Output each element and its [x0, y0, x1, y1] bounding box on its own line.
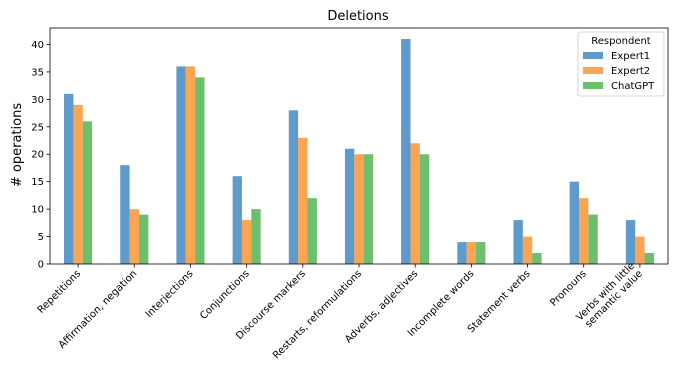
bar-chatgpt-9 [588, 214, 598, 264]
bar-expert1-0 [64, 93, 74, 264]
y-tick-label: 15 [31, 177, 44, 188]
x-tick-label-line: Pronouns [548, 268, 588, 308]
bar-chatgpt-1 [138, 214, 149, 264]
bar-expert1-7 [457, 242, 467, 264]
legend: Respondent Expert1 Expert2 ChatGPT [577, 31, 665, 97]
bar-expert1-4 [288, 110, 299, 264]
x-tick-label-group: Conjunctions [198, 268, 252, 322]
bar-expert2-5 [354, 154, 364, 264]
legend-label-expert2: Expert2 [611, 66, 650, 77]
bar-chatgpt-6 [419, 154, 430, 264]
x-tick-label-group: Interjections [144, 268, 196, 320]
bar-chatgpt-4 [307, 198, 317, 264]
bar-expert1-9 [569, 181, 580, 264]
x-tick-label: Interjections [144, 268, 196, 320]
legend-swatch-chatgpt [583, 82, 603, 89]
bar-chatgpt-0 [82, 121, 93, 264]
x-tick-label-line: Statement verbs [466, 268, 533, 335]
y-axis-title: # operations [10, 103, 25, 187]
bar-expert2-6 [410, 143, 420, 264]
bar-expert2-3 [241, 220, 252, 264]
bar-chatgpt-3 [251, 209, 261, 264]
bar-chatgpt-7 [476, 242, 486, 264]
bar-expert1-5 [344, 148, 355, 264]
bar-expert2-0 [73, 104, 83, 264]
x-tick-label-group: Repetitions [36, 268, 84, 316]
x-tick-label-group: Verbs with littlesemantic value [574, 261, 645, 332]
y-tick-label: 25 [31, 122, 44, 133]
x-tick-label: Pronouns [548, 268, 588, 308]
y-tick-label: 35 [31, 67, 44, 78]
x-tick-label-group: Statement verbs [466, 268, 533, 335]
bar-expert1-6 [401, 38, 411, 264]
bar-expert1-2 [176, 66, 186, 264]
chart-title: Deletions [327, 9, 389, 24]
x-tick-label: Conjunctions [198, 268, 252, 322]
bar-chatgpt-10 [644, 253, 654, 264]
y-tick-label: 5 [38, 232, 44, 243]
bar-expert2-4 [298, 137, 308, 264]
legend-title: Respondent [591, 36, 651, 47]
legend-swatch-expert2 [583, 67, 603, 74]
bar-chatgpt-5 [363, 154, 374, 264]
y-tick-label: 40 [31, 40, 44, 51]
x-tick-label: Statement verbs [466, 268, 533, 335]
legend-label-chatgpt: ChatGPT [611, 81, 655, 92]
x-tick-label: Verbs with littlesemantic value [574, 261, 645, 332]
legend-swatch-expert1 [583, 52, 603, 59]
y-tick-label: 20 [31, 150, 44, 161]
bar-expert2-8 [522, 236, 533, 264]
bar-chatgpt-8 [532, 253, 542, 264]
bar-expert2-10 [635, 236, 645, 264]
x-tick-label-group: Pronouns [548, 268, 588, 308]
plot-area: 0510152025303540RepetitionsAffirmation, … [31, 27, 669, 361]
legend-label-expert1: Expert1 [611, 51, 650, 62]
x-tick-label-line: Repetitions [36, 268, 84, 316]
bar-expert2-2 [185, 66, 196, 264]
x-tick-label: Repetitions [36, 268, 84, 316]
bar-expert1-3 [232, 176, 242, 264]
y-tick-label: 10 [31, 205, 44, 216]
bar-expert2-7 [466, 242, 477, 264]
bar-expert1-10 [625, 220, 636, 264]
x-tick-label-line: Conjunctions [198, 268, 252, 322]
y-tick-label: 0 [38, 260, 44, 271]
y-tick-label: 30 [31, 95, 44, 106]
legend-box [577, 31, 665, 97]
bar-chatgpt-2 [195, 77, 205, 264]
x-tick-label-line: Interjections [144, 268, 196, 320]
bar-expert2-1 [129, 209, 139, 264]
bar-expert2-9 [579, 198, 589, 264]
bar-expert1-1 [120, 165, 130, 264]
bar-expert1-8 [513, 220, 523, 264]
